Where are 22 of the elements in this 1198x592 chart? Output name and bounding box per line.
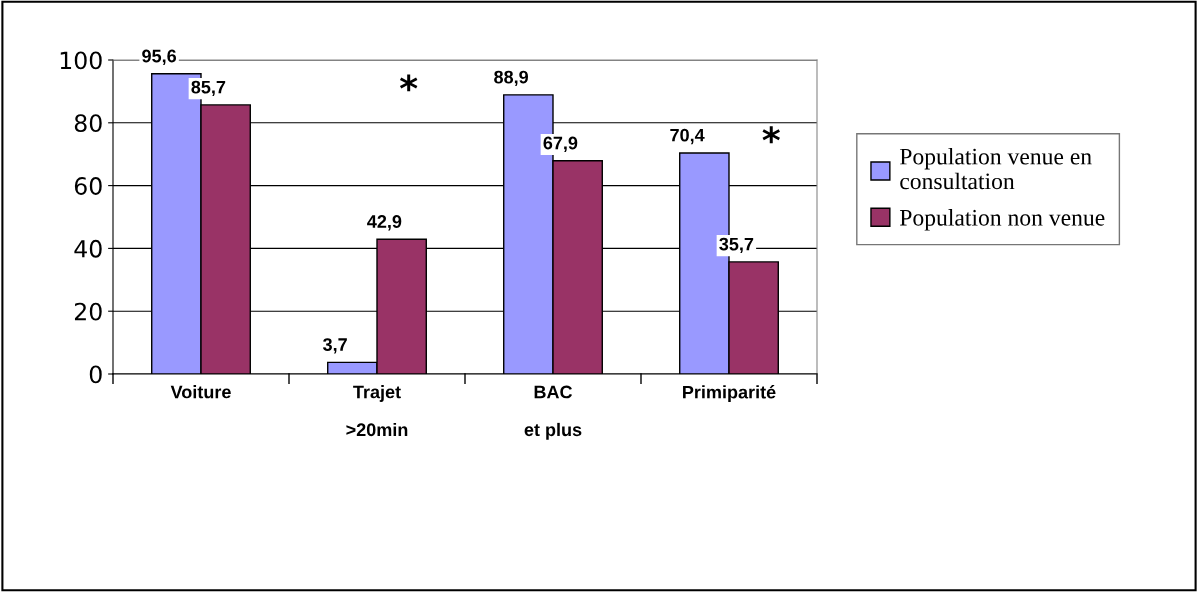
y-tick-label: 80 — [74, 114, 102, 133]
data-label: 42,9 — [367, 215, 402, 231]
x-tick-label: Voiture — [170, 385, 231, 399]
y-tick-label: 60 — [74, 177, 102, 195]
x-tick-label: Primiparité — [683, 385, 776, 403]
annotation: * — [762, 126, 780, 144]
data-label: 70,4 — [670, 128, 705, 145]
annotation: * — [399, 74, 418, 92]
y-tick-label: 100 — [60, 51, 102, 70]
category-label: BAC et plus — [524, 385, 582, 440]
data-label: 3,7 — [322, 338, 347, 354]
y-tick-label: 20 — [74, 302, 102, 321]
data-label: 95,6 — [142, 49, 177, 66]
data-label: 88,9 — [494, 70, 529, 87]
legend-label: Population venue en consultation — [899, 147, 1092, 190]
data-label: 35,7 — [719, 237, 754, 254]
y-tick-label: 40 — [74, 239, 102, 258]
data-label: 67,9 — [543, 136, 578, 152]
y-tick-label: 0 — [89, 365, 102, 384]
x-tick-label: Trajet >20min — [346, 385, 408, 437]
legend-label: Population non venue — [899, 209, 1105, 231]
data-label: 85,7 — [191, 80, 226, 97]
